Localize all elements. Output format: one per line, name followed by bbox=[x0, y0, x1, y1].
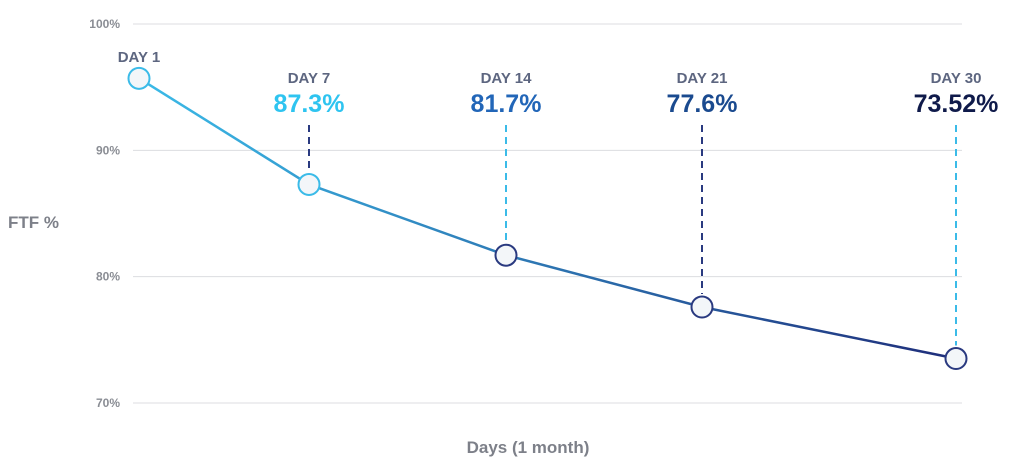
y-tick-label: 90% bbox=[96, 143, 120, 157]
data-point bbox=[690, 295, 714, 319]
value-label: 77.6% bbox=[667, 90, 738, 118]
value-label: 87.3% bbox=[274, 90, 345, 118]
y-tick-label: 80% bbox=[96, 270, 120, 284]
value-label: 73.52% bbox=[914, 90, 999, 118]
data-point bbox=[944, 347, 968, 371]
value-label: 81.7% bbox=[471, 90, 542, 118]
data-point bbox=[494, 243, 518, 267]
day-label: DAY 14 bbox=[481, 70, 533, 87]
y-tick-label: 100% bbox=[89, 17, 120, 31]
series-line bbox=[138, 77, 957, 360]
y-axis-label: FTF % bbox=[8, 213, 59, 232]
day-label: DAY 7 bbox=[288, 70, 331, 87]
x-axis-label: Days (1 month) bbox=[467, 438, 590, 457]
day-label: DAY 1 bbox=[118, 49, 161, 66]
data-point bbox=[127, 66, 151, 90]
data-point bbox=[297, 172, 321, 196]
day-label: DAY 30 bbox=[931, 70, 982, 87]
y-tick-label: 70% bbox=[96, 396, 120, 410]
day-label: DAY 21 bbox=[677, 70, 728, 87]
